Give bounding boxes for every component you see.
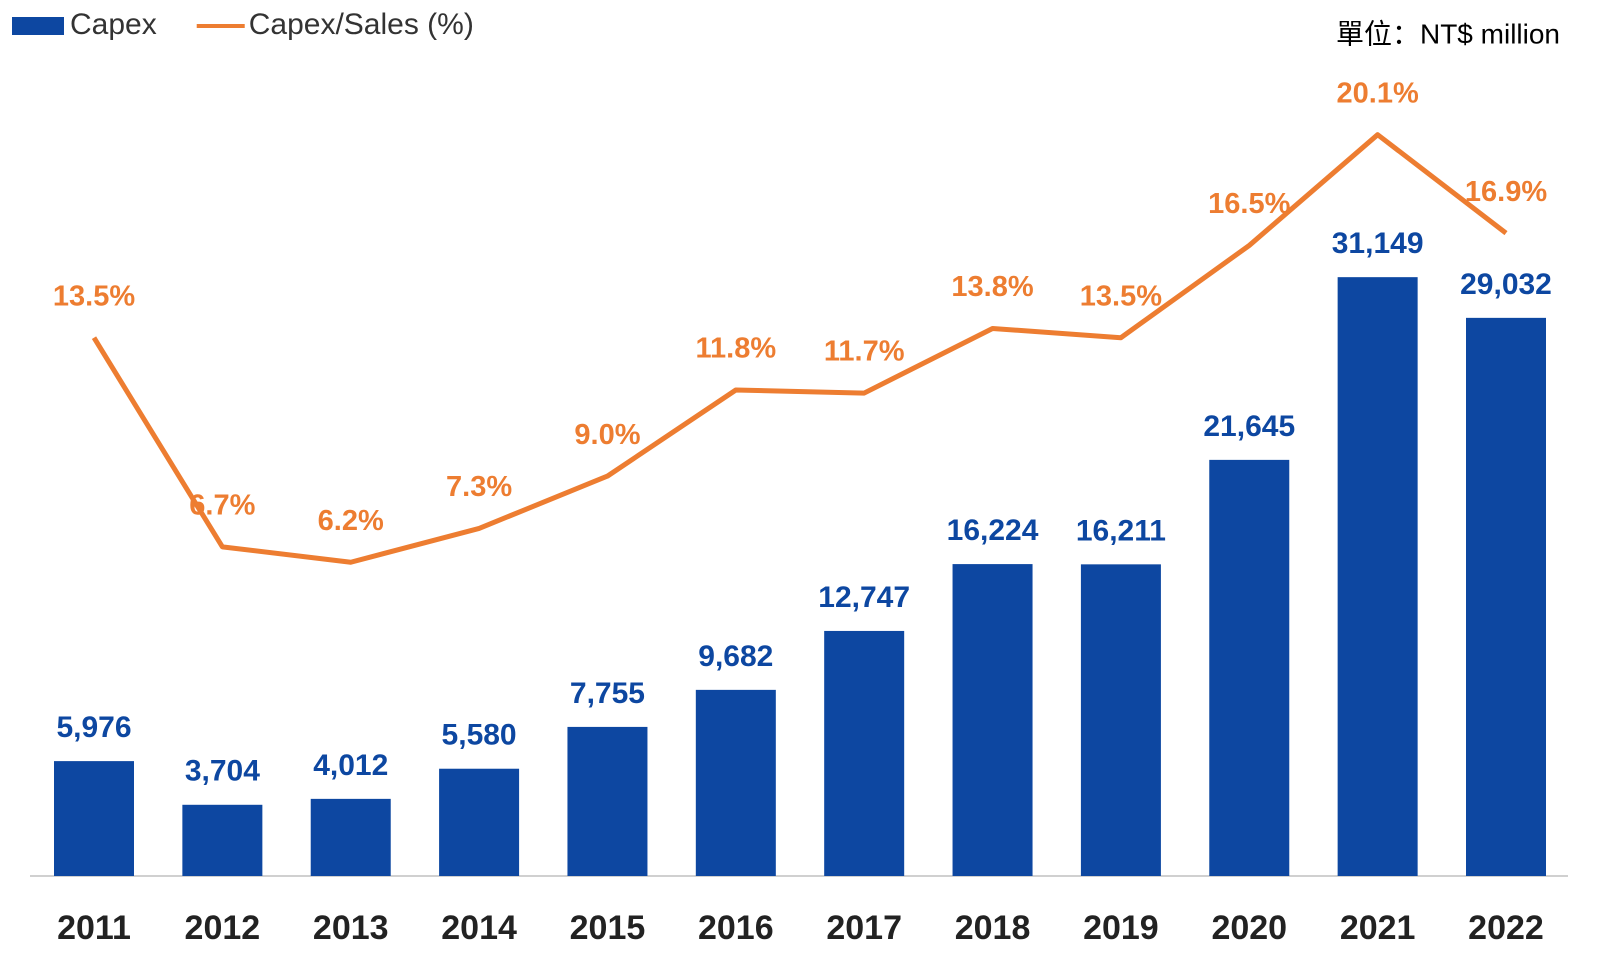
line-value-label: 6.2% <box>318 505 384 537</box>
bar-value-label: 3,704 <box>185 755 260 788</box>
bar <box>1080 564 1161 876</box>
bar <box>182 804 263 876</box>
x-tick-label: 2019 <box>1083 909 1159 947</box>
bar <box>310 798 391 876</box>
x-tick-label: 2016 <box>698 909 774 947</box>
line-value-label: 13.8% <box>951 271 1033 303</box>
x-tick-label: 2014 <box>441 909 517 947</box>
bar <box>439 768 520 876</box>
x-tick-label: 2013 <box>313 909 389 947</box>
legend-label: Capex <box>70 8 157 41</box>
bar <box>567 726 648 876</box>
bar-value-label: 16,224 <box>947 514 1039 547</box>
line-value-label: 13.5% <box>1080 280 1162 312</box>
legend-label: Capex/Sales (%) <box>249 8 474 41</box>
bar-value-label: 16,211 <box>1076 514 1166 547</box>
line-value-label: 16.5% <box>1208 188 1290 220</box>
bar-value-label: 5,580 <box>442 719 517 752</box>
bar <box>952 564 1033 876</box>
legend-swatch <box>12 17 64 35</box>
x-tick-label: 2012 <box>185 909 261 947</box>
bar <box>1466 317 1546 876</box>
bar-value-label: 9,682 <box>698 640 773 673</box>
x-tick-label: 2018 <box>955 909 1031 947</box>
line-value-label: 7.3% <box>446 471 512 503</box>
bar <box>1209 459 1290 876</box>
x-tick-label: 2022 <box>1468 909 1544 947</box>
line-value-label: 13.5% <box>53 280 135 312</box>
x-tick-label: 2015 <box>570 909 646 947</box>
line-value-label: 11.8% <box>695 333 776 365</box>
bar-value-label: 7,755 <box>570 677 645 710</box>
bar <box>1337 277 1418 876</box>
x-tick-label: 2020 <box>1211 909 1287 947</box>
line-value-label: 6.7% <box>189 490 255 522</box>
bar <box>824 630 905 876</box>
bar-value-label: 31,149 <box>1332 227 1424 260</box>
unit-note: 單位：NT$ million <box>1336 18 1560 49</box>
bar-value-label: 5,976 <box>56 711 131 744</box>
line-value-label: 11.7% <box>824 336 905 368</box>
x-tick-label: 2017 <box>826 909 902 947</box>
bar-value-label: 4,012 <box>313 749 388 782</box>
bar-value-label: 12,747 <box>818 581 910 614</box>
bar <box>54 761 134 876</box>
x-tick-label: 2021 <box>1340 909 1416 947</box>
bar-value-label: 29,032 <box>1460 268 1552 301</box>
line-value-label: 20.1% <box>1337 77 1419 109</box>
line-value-label: 16.9% <box>1465 176 1547 208</box>
bar <box>695 689 776 876</box>
line-value-label: 9.0% <box>574 419 640 451</box>
bar-value-label: 21,645 <box>1203 410 1295 443</box>
x-tick-label: 2011 <box>57 909 131 947</box>
line <box>91 132 1508 565</box>
